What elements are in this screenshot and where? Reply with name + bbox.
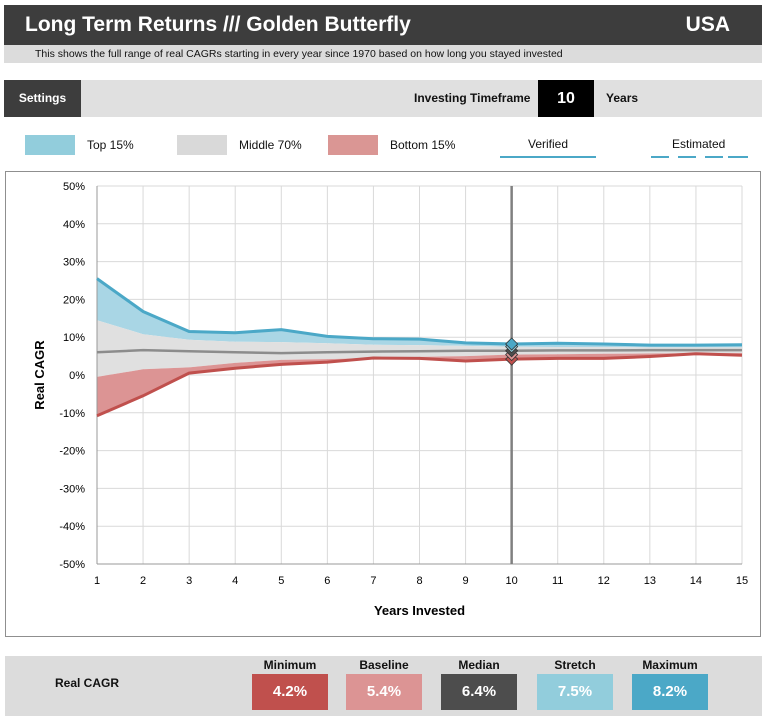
x-tick-label: 2 [140,575,146,587]
legend-middle: Middle 70% [177,135,302,155]
legend-estimated-dash-4 [728,156,748,158]
y-tick-label: -40% [59,521,85,533]
stat-value: 6.4% [441,674,517,710]
legend-top-label: Top 15% [87,138,134,152]
settings-button[interactable]: Settings [4,80,81,117]
x-tick-label: 9 [463,575,469,587]
stat-maximum: Maximum 8.2% [632,656,708,710]
legend-bottom: Bottom 15% [328,135,455,155]
x-tick-label: 3 [186,575,192,587]
marker-maximum [505,337,519,351]
y-tick-label: -50% [59,559,85,571]
x-tick-label: 6 [324,575,330,587]
x-tick-label: 4 [232,575,238,587]
minimum-line [96,352,743,418]
stat-name: Minimum [263,658,317,672]
legend-verified: Verified [500,137,596,158]
maximum-line [96,277,743,347]
legend: Top 15% Middle 70% Bottom 15% Verified E… [0,130,765,160]
stat-name: Maximum [642,658,698,672]
legend-bottom-swatch [328,135,378,155]
legend-bottom-label: Bottom 15% [390,138,456,152]
stat-name: Baseline [359,658,409,672]
x-tick-label: 8 [416,575,422,587]
stat-median: Median 6.4% [441,656,517,710]
y-tick-label: 20% [63,294,85,306]
x-tick-label: 7 [370,575,376,587]
x-tick-label: 1 [94,575,100,587]
legend-verified-label: Verified [528,137,569,151]
x-tick-label: 11 [552,575,563,587]
timeframe-label: Investing Timeframe [414,91,531,105]
y-tick-label: 10% [63,332,85,344]
x-tick-label: 5 [278,575,284,587]
legend-middle-swatch [177,135,227,155]
legend-top-swatch [25,135,75,155]
middle-band-area [97,320,742,377]
y-tick-label: 30% [63,257,85,269]
x-tick-label: 15 [736,575,748,587]
legend-estimated-dash-1 [651,156,669,158]
legend-estimated-dash-2 [678,156,696,158]
stat-minimum: Minimum 4.2% [252,656,328,710]
x-tick-label: 14 [690,575,702,587]
y-tick-label: -10% [59,408,85,420]
timeframe-value[interactable]: 10 [538,80,594,117]
settings-row: Settings Investing Timeframe 10 Years [4,80,762,117]
stat-stretch: Stretch 7.5% [537,656,613,710]
stat-value: 5.4% [346,674,422,710]
legend-estimated-dash-3 [705,156,723,158]
median-line [96,348,742,355]
stats-bar: Real CAGR Minimum 4.2% Baseline 5.4% Median 6… [5,656,762,716]
x-axis-title: Years Invested [374,603,465,618]
legend-top: Top 15% [25,135,134,155]
legend-estimated: Estimated [651,137,748,158]
region-label: USA [685,13,730,36]
returns-chart: 50%40%30%20%10%0%-10%-20%-30%-40%-50%1 2 3… [32,181,748,618]
chart-frame: 50% 40% 30% 20% 10% 0% -10% -20% -30% -40% -50% 1 2 3… [5,171,761,637]
stat-name: Stretch [554,658,596,672]
timeframe-unit: Years [606,91,639,105]
stat-value: 4.2% [252,674,328,710]
stat-value: 7.5% [537,674,613,710]
y-tick-label: -30% [59,483,85,495]
y-tick-label: -20% [59,446,85,458]
y-tick-label: 0% [69,370,85,382]
stats-label: Real CAGR [55,676,120,690]
page-subtitle: This shows the full range of real CAGRs … [35,48,563,60]
x-tick-label: 12 [598,575,610,587]
x-tick-label: 10 [506,575,518,587]
page-title: Long Term Returns /// Golden Butterfly [25,13,411,36]
x-tick-label: 13 [644,575,656,587]
legend-estimated-label: Estimated [672,137,726,151]
stat-name: Median [458,658,500,672]
stat-value: 8.2% [632,674,708,710]
subtitle-bar: This shows the full range of real CAGRs … [4,45,762,63]
y-axis-title: Real CAGR [32,340,47,410]
stat-baseline: Baseline 5.4% [346,656,422,710]
header-bar: Long Term Returns /// Golden Butterfly U… [4,5,762,45]
y-tick-label: 50% [63,181,85,193]
legend-middle-label: Middle 70% [239,138,302,152]
y-tick-label: 40% [63,219,85,231]
legend-verified-line [500,156,596,158]
